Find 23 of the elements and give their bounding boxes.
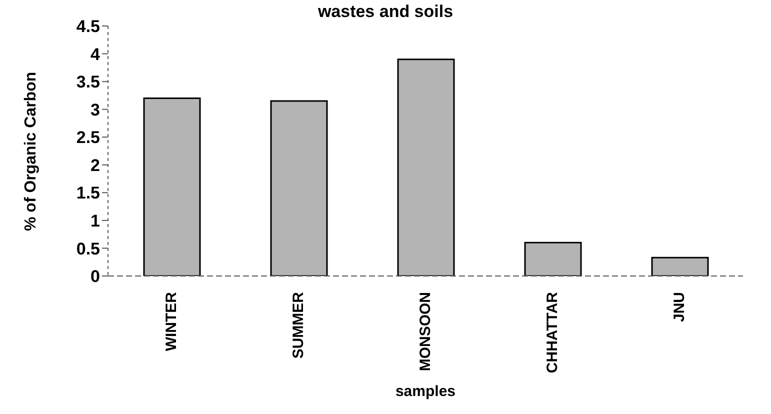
y-axis-title: % of Organic Carbon: [22, 72, 40, 231]
y-tick-label: 1: [90, 211, 100, 230]
y-tick-label: 3: [90, 100, 100, 120]
y-tick-label: 1.5: [76, 184, 100, 203]
y-tick-label: 4.5: [76, 17, 100, 36]
x-tick-label: WINTER: [163, 292, 180, 352]
chart-title: wastes and soils: [318, 2, 454, 21]
x-tick-label: CHHATTAR: [544, 292, 561, 374]
bar: [524, 242, 582, 276]
bar: [143, 97, 201, 276]
y-tick-label: 2.5: [76, 128, 100, 148]
y-tick-label: 4: [90, 44, 101, 64]
bar: [397, 58, 455, 276]
x-tick-label: MONSOON: [417, 292, 434, 372]
x-tick-label: SUMMER: [290, 292, 307, 359]
bar: [270, 100, 328, 276]
y-tick-label: 0.5: [76, 239, 100, 258]
y-tick-label: 0: [90, 267, 100, 286]
y-tick-label: 2: [90, 156, 100, 175]
bar: [651, 256, 709, 276]
y-tick-label: 3.5: [76, 72, 100, 92]
x-tick-label: JNU: [671, 292, 688, 322]
x-axis-title: samples: [395, 383, 456, 400]
